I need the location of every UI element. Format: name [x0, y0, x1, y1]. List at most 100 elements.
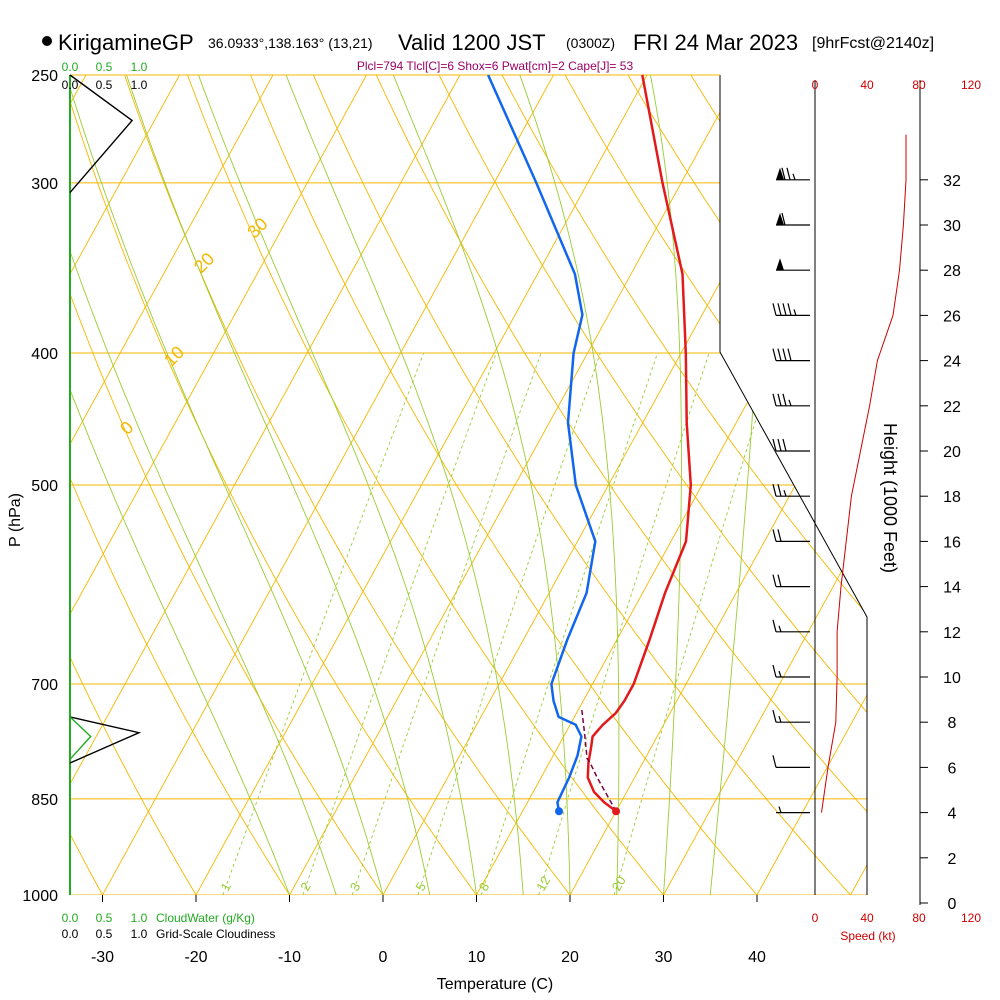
- wind-barb-full: [782, 393, 787, 406]
- cloudiness-scale-label: 0.5: [96, 927, 113, 941]
- cloud-panel: 0.0 0.0 0.5 0.5 1.0 1.0 0.0 0.0 0.5 0.5 1.0 1.0 Cl…: [62, 60, 276, 941]
- header: KirigamineGP 36.0933°,138.163° (13,21) V…: [42, 30, 934, 73]
- height-axis-label: Height (1000 Feet): [880, 423, 900, 573]
- speed-tick-label: 120: [961, 78, 981, 92]
- wind-barb-full: [772, 710, 777, 723]
- height-tick-label: 16: [943, 534, 961, 551]
- wind-barb-full: [772, 755, 777, 768]
- soundings: [486, 74, 693, 816]
- wind-barb: [772, 574, 810, 588]
- height-tick-label: 24: [943, 354, 961, 371]
- dry-adiabat: [501, 75, 867, 895]
- dry-adiabat-label: 20: [190, 249, 218, 277]
- wind-barb: [772, 484, 810, 497]
- isotherm-line: [289, 75, 741, 895]
- dry-adiabat: [438, 75, 867, 895]
- speed-profile-line: [821, 134, 907, 813]
- cloudiness-scale-label: 0.0: [62, 927, 79, 941]
- cloudwater-scale-label: 0.0: [62, 911, 79, 925]
- cloudiness-scale-label: 0.5: [96, 78, 113, 92]
- speed-panel: 0 40 80 120 0 40 80 120 Speed (kt) 02468101214…: [812, 78, 982, 943]
- height-tick-label: 22: [943, 399, 961, 416]
- wind-barb-full: [786, 167, 791, 180]
- valid-time: Valid 1200 JST: [398, 30, 546, 55]
- indices-line: Plcl=794 Tlcl[C]=6 Shox=6 Pwat[cm]=2 Cap…: [357, 59, 634, 73]
- wind-barb-half: [793, 309, 797, 316]
- speed-tick-label: 120: [961, 911, 981, 925]
- isotherm-line: [850, 75, 867, 895]
- isotherm-line: [70, 75, 274, 895]
- cloudwater-scale-label: 1.0: [131, 60, 148, 74]
- cloudwater-scale-label: 0.0: [62, 60, 79, 74]
- wind-barb-full: [772, 619, 777, 632]
- cloudiness-scale-label: 1.0: [131, 927, 148, 941]
- pressure-tick-label: 400: [31, 346, 58, 363]
- wind-barb-full: [777, 529, 782, 542]
- wind-barb-full: [772, 664, 777, 678]
- speed-tick-label: 40: [860, 78, 874, 92]
- wind-barb-full: [772, 484, 777, 497]
- wind-barb-full: [777, 438, 782, 452]
- height-tick-label: 4: [948, 806, 957, 823]
- cloudiness-scale-label: 1.0: [131, 78, 148, 92]
- speed-tick-label: 80: [912, 911, 926, 925]
- mixing-ratio-line: [417, 352, 601, 895]
- height-tick-label: 2: [948, 851, 957, 868]
- mixing-ratio-line: [538, 352, 710, 895]
- isotherm-line: [756, 75, 867, 895]
- dry-adiabat: [816, 75, 867, 895]
- wind-barb-full: [772, 438, 777, 452]
- height-tick-label: 28: [943, 263, 961, 280]
- wind-barb-full: [777, 574, 782, 587]
- forecast-info: [9hrFcst@2140z]: [812, 35, 934, 52]
- temperature-tick-label: 0: [379, 949, 388, 966]
- temperature-axis-label: Temperature (C): [437, 976, 553, 993]
- height-tick-label: 14: [943, 580, 961, 597]
- dry-adiabat: [564, 75, 867, 895]
- wind-barb-full: [777, 393, 782, 406]
- temperature-tick-label: 40: [748, 949, 766, 966]
- dry-adiabat: [312, 75, 851, 895]
- height-tick-label: 18: [943, 489, 961, 506]
- isotherm-line: [102, 75, 554, 895]
- wind-barb: [772, 664, 810, 678]
- cloudwater-scale-label: 1.0: [131, 911, 148, 925]
- dry-adiabat: [70, 75, 197, 895]
- speed-axis-label: Speed (kt): [840, 929, 895, 943]
- speed-tick-label: 80: [912, 78, 926, 92]
- cloud-bottom-scale: 0.0 0.0 0.5 0.5 1.0 1.0: [62, 911, 148, 941]
- height-tick-label: 32: [943, 173, 961, 190]
- pressure-tick-label: 850: [31, 792, 58, 809]
- dry-adiabat: [70, 75, 477, 895]
- pressure-tick-label: 250: [31, 68, 58, 85]
- height-tick-label: 10: [943, 670, 961, 687]
- moist-adiabat: [392, 75, 571, 895]
- temperature-tick-label: -20: [184, 949, 207, 966]
- height-tick-label: 8: [948, 715, 957, 732]
- isotherm-line: [663, 75, 867, 895]
- cloudwater-curve: [69, 716, 92, 760]
- cloud-curves: [69, 74, 142, 764]
- wind-barb-full: [777, 484, 782, 497]
- dry-adiabat: [250, 75, 758, 895]
- mixing-ratio-label: 20: [609, 874, 629, 894]
- wind-barb-full: [772, 393, 777, 406]
- wind-barb-full: [787, 348, 792, 361]
- dry-adiabat-label: 0: [116, 417, 137, 438]
- cloudiness-scale-label: 0.0: [62, 78, 79, 92]
- wind-barb-half: [778, 670, 782, 678]
- wind-barb-full: [782, 303, 787, 316]
- wind-barb: [772, 348, 810, 362]
- height-tick-label: 12: [943, 625, 961, 642]
- wind-barb-full: [772, 348, 777, 361]
- height-tick-label: 26: [943, 308, 961, 325]
- wind-barb-half: [788, 399, 792, 406]
- dry-adiabat: [70, 75, 384, 895]
- wind-barb-pennant: [776, 258, 784, 271]
- wind-barbs: [772, 167, 810, 814]
- temperature-tick-label: 30: [655, 949, 673, 966]
- speed-tick-label: 40: [860, 911, 874, 925]
- cloudwater-scale-label: 0.5: [96, 60, 113, 74]
